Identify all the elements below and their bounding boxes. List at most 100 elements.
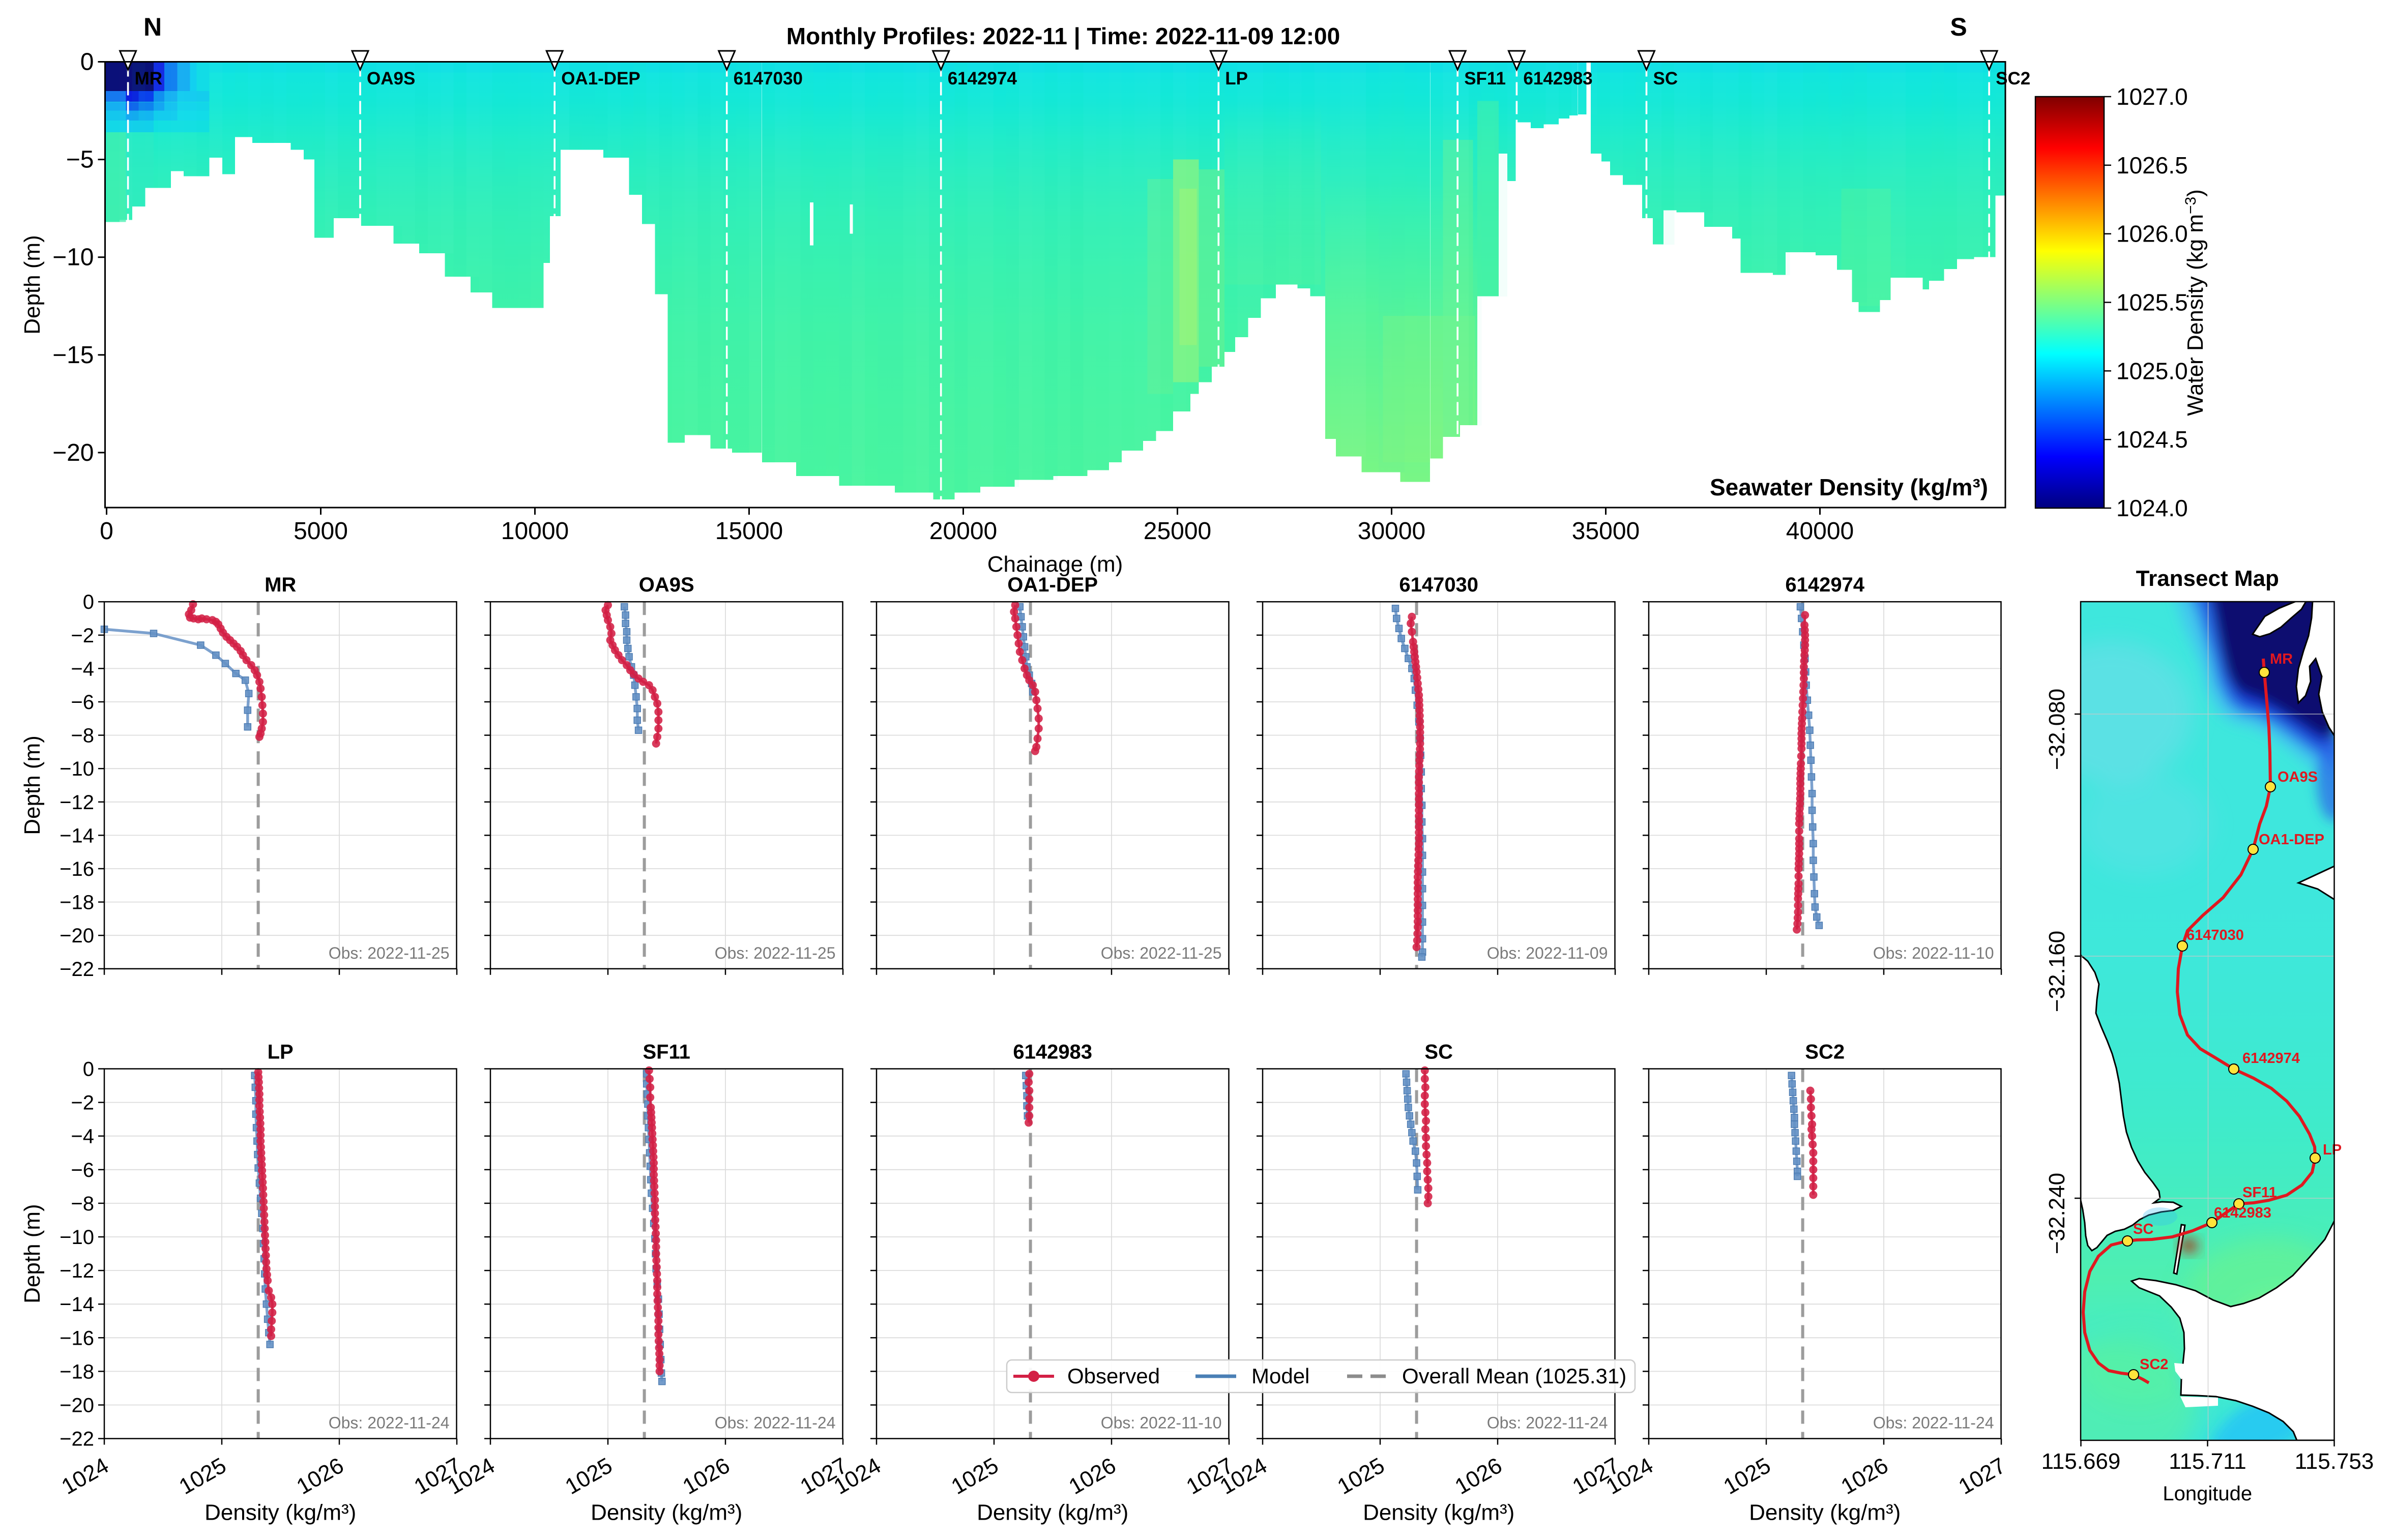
svg-text:−8: −8 [71, 1193, 94, 1215]
svg-text:LP: LP [1225, 69, 1248, 88]
svg-text:40000: 40000 [1786, 518, 1854, 545]
svg-text:Density (kg/m³): Density (kg/m³) [591, 1500, 742, 1525]
svg-text:−16: −16 [60, 1327, 94, 1349]
svg-text:−10: −10 [60, 1226, 94, 1249]
svg-text:−32.160: −32.160 [2045, 931, 2069, 1012]
svg-text:OA1-DEP: OA1-DEP [561, 69, 640, 88]
svg-text:−32.080: −32.080 [2045, 689, 2069, 770]
svg-text:MR: MR [135, 69, 162, 88]
svg-text:6142983: 6142983 [1523, 69, 1592, 88]
svg-text:−6: −6 [71, 1159, 94, 1181]
svg-text:MR: MR [2270, 651, 2293, 667]
svg-text:−2: −2 [71, 625, 94, 647]
svg-text:−8: −8 [71, 725, 94, 747]
svg-text:115.669: 115.669 [2041, 1449, 2121, 1474]
svg-text:−4: −4 [71, 658, 94, 680]
svg-text:Obs: 2022-11-25: Obs: 2022-11-25 [329, 944, 450, 962]
svg-text:SC: SC [2133, 1221, 2153, 1237]
svg-text:Density (kg/m³): Density (kg/m³) [205, 1500, 356, 1525]
svg-text:6147030: 6147030 [1399, 574, 1478, 596]
svg-text:LP: LP [268, 1041, 294, 1063]
svg-text:35000: 35000 [1572, 518, 1640, 545]
svg-text:MR: MR [265, 574, 296, 596]
svg-text:Monthly Profiles: 2022-11 | Ti: Monthly Profiles: 2022-11 | Time: 2022-1… [786, 23, 1340, 49]
svg-text:Water Density (kg m−3): Water Density (kg m−3) [2182, 189, 2208, 416]
svg-text:6147030: 6147030 [2186, 927, 2244, 943]
svg-text:30000: 30000 [1358, 518, 1425, 545]
svg-text:1025.0: 1025.0 [2116, 358, 2188, 384]
svg-text:−18: −18 [60, 892, 94, 914]
svg-text:Chainage (m): Chainage (m) [987, 552, 1123, 577]
svg-text:SF11: SF11 [643, 1041, 690, 1063]
svg-text:0: 0 [83, 1058, 94, 1081]
svg-text:Depth (m): Depth (m) [20, 235, 45, 335]
svg-text:−10: −10 [52, 244, 94, 271]
svg-text:15000: 15000 [715, 518, 783, 545]
svg-text:Density (kg/m³): Density (kg/m³) [1749, 1500, 1901, 1525]
svg-text:OA9S: OA9S [2278, 769, 2318, 785]
svg-text:−10: −10 [60, 758, 94, 780]
svg-text:N: N [143, 13, 162, 41]
svg-text:−6: −6 [71, 691, 94, 714]
svg-text:Obs: 2022-11-24: Obs: 2022-11-24 [1487, 1414, 1608, 1432]
svg-text:−14: −14 [60, 824, 94, 847]
svg-text:−12: −12 [60, 791, 94, 814]
svg-text:1026.0: 1026.0 [2116, 221, 2188, 247]
svg-text:Depth (m): Depth (m) [20, 735, 45, 835]
svg-text:−15: −15 [52, 342, 94, 369]
svg-text:−5: −5 [66, 146, 94, 173]
svg-text:OA9S: OA9S [639, 574, 694, 596]
svg-text:1024.5: 1024.5 [2116, 426, 2188, 453]
svg-text:0: 0 [100, 518, 113, 545]
svg-text:−20: −20 [60, 1395, 94, 1417]
svg-text:6142974: 6142974 [2242, 1050, 2300, 1067]
svg-text:−12: −12 [60, 1260, 94, 1282]
svg-text:−16: −16 [60, 858, 94, 880]
svg-text:SF11: SF11 [2242, 1184, 2277, 1201]
svg-text:1026.5: 1026.5 [2116, 152, 2188, 179]
svg-text:SC2: SC2 [1996, 69, 2030, 88]
svg-text:25000: 25000 [1144, 518, 1211, 545]
svg-text:−14: −14 [60, 1293, 94, 1316]
svg-text:SC: SC [1424, 1041, 1453, 1063]
svg-text:Obs: 2022-11-09: Obs: 2022-11-09 [1487, 944, 1608, 962]
svg-text:Obs: 2022-11-24: Obs: 2022-11-24 [329, 1414, 450, 1432]
svg-text:−32.240: −32.240 [2045, 1173, 2069, 1254]
svg-text:10000: 10000 [501, 518, 569, 545]
svg-text:Model: Model [1251, 1364, 1309, 1388]
svg-text:6147030: 6147030 [734, 69, 803, 88]
svg-text:Depth (m): Depth (m) [20, 1204, 45, 1304]
svg-text:Obs: 2022-11-24: Obs: 2022-11-24 [715, 1414, 836, 1432]
svg-text:20000: 20000 [929, 518, 997, 545]
svg-text:−22: −22 [60, 958, 94, 981]
svg-text:5000: 5000 [294, 518, 348, 545]
svg-text:SC2: SC2 [1805, 1041, 1845, 1063]
svg-text:Density (kg/m³): Density (kg/m³) [977, 1500, 1128, 1525]
svg-text:115.711: 115.711 [2169, 1449, 2246, 1474]
svg-text:Obs: 2022-11-24: Obs: 2022-11-24 [1873, 1414, 1994, 1432]
svg-text:OA1-DEP: OA1-DEP [2259, 832, 2324, 848]
svg-text:Seawater Density (kg/m³): Seawater Density (kg/m³) [1710, 474, 1988, 500]
svg-text:LP: LP [2323, 1142, 2342, 1158]
svg-text:1024.0: 1024.0 [2116, 495, 2188, 521]
svg-text:SC2: SC2 [2140, 1356, 2168, 1373]
svg-text:−18: −18 [60, 1360, 94, 1383]
svg-text:1027.0: 1027.0 [2116, 83, 2188, 110]
svg-text:Obs: 2022-11-10: Obs: 2022-11-10 [1101, 1414, 1222, 1432]
svg-text:Obs: 2022-11-25: Obs: 2022-11-25 [1101, 944, 1222, 962]
svg-text:Obs: 2022-11-10: Obs: 2022-11-10 [1873, 944, 1994, 962]
svg-text:6142983: 6142983 [2214, 1205, 2271, 1221]
svg-text:0: 0 [83, 591, 94, 613]
svg-text:SC: SC [1653, 69, 1678, 88]
svg-text:Transect Map: Transect Map [2136, 566, 2279, 591]
svg-text:6142974: 6142974 [948, 69, 1017, 88]
svg-text:OA9S: OA9S [367, 69, 415, 88]
svg-text:Overall Mean (1025.31): Overall Mean (1025.31) [1402, 1364, 1626, 1388]
svg-text:115.753: 115.753 [2295, 1449, 2374, 1474]
svg-text:−20: −20 [60, 925, 94, 947]
svg-text:0: 0 [80, 49, 94, 76]
svg-text:S: S [1950, 13, 1967, 41]
svg-text:OA1-DEP: OA1-DEP [1007, 574, 1098, 596]
svg-text:−22: −22 [60, 1428, 94, 1450]
svg-text:SF11: SF11 [1464, 69, 1506, 88]
